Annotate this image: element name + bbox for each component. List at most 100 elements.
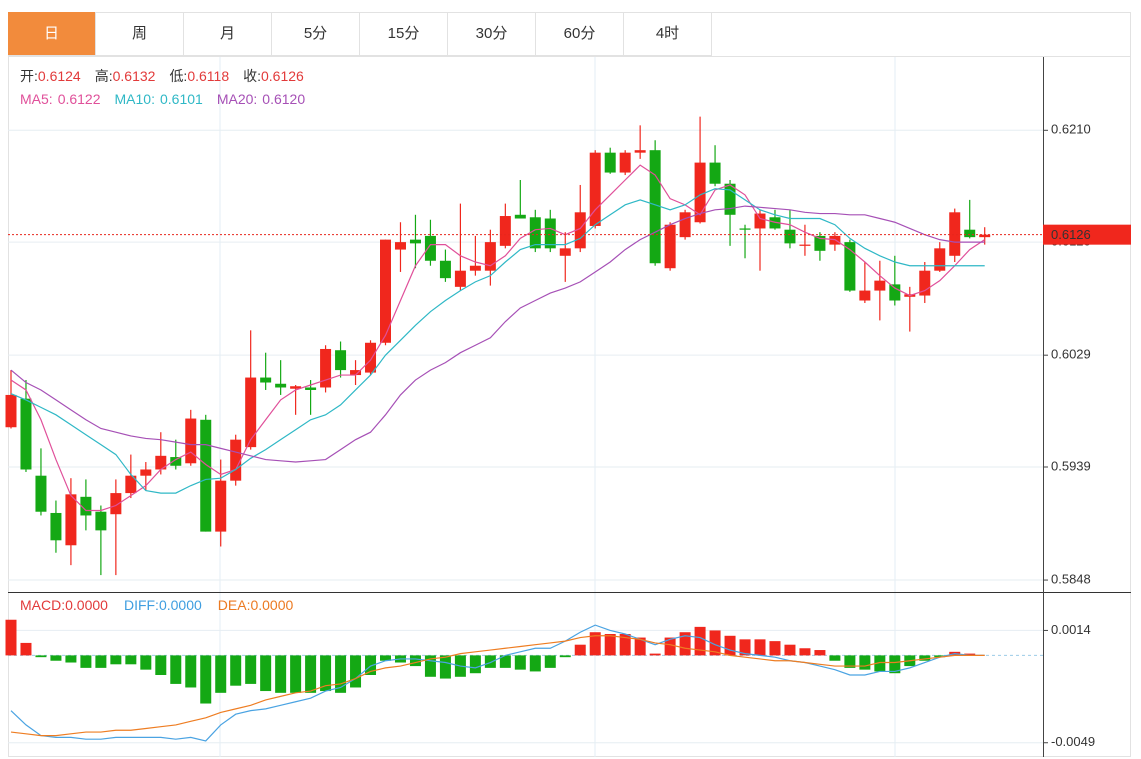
tab[interactable]: 4时 xyxy=(624,12,712,56)
line xyxy=(10,164,986,512)
candle-body xyxy=(889,284,901,301)
tab[interactable]: 日 xyxy=(8,12,96,56)
legend-value: 0.6118 xyxy=(187,68,229,84)
candle-body xyxy=(65,494,77,546)
last-price-tag xyxy=(1043,224,1131,245)
macd-bar xyxy=(260,655,272,692)
plot: 开:0.6124 高:0.6132 低:0.6118 收:0.6126 MA5: 0.61… xyxy=(5,68,1043,744)
candle-body xyxy=(260,377,272,383)
macd-bar xyxy=(559,655,571,658)
legend-value: 0.6101 xyxy=(160,91,203,107)
legend-label: 低: xyxy=(169,68,187,84)
legend-label: MA10: xyxy=(115,91,155,107)
candle-body xyxy=(439,260,451,279)
macd-bar xyxy=(574,644,586,656)
candle-body xyxy=(934,248,946,271)
macd-bar xyxy=(829,655,841,661)
macd-bar xyxy=(889,655,901,674)
macd-bar xyxy=(305,655,317,693)
legend-label: MA20: xyxy=(217,91,257,107)
macd-bar xyxy=(649,653,661,656)
macd-bar xyxy=(439,655,451,679)
macd-bar xyxy=(739,639,751,656)
candle-body xyxy=(664,224,676,269)
macd-bar xyxy=(874,655,886,672)
legend-label: 收: xyxy=(243,68,261,84)
legend-label: DEA: xyxy=(218,597,251,613)
candle-body xyxy=(5,394,17,428)
tab[interactable]: 月 xyxy=(184,12,272,56)
candle-body xyxy=(394,242,406,250)
tab[interactable]: 60分 xyxy=(536,12,624,56)
candle-body xyxy=(754,213,766,229)
candle-body xyxy=(769,217,781,229)
macd-bar xyxy=(754,639,766,656)
candle-body xyxy=(454,270,466,287)
tab[interactable]: 15分 xyxy=(360,12,448,56)
macd-bar xyxy=(814,650,826,656)
macd-bar xyxy=(709,630,721,656)
candle-body xyxy=(814,235,826,251)
macd-bar xyxy=(799,648,811,656)
tab-bar: 日周月 5分 15分 30分 60分 4时 xyxy=(8,12,712,56)
macd-bar xyxy=(844,655,856,668)
candle-body xyxy=(185,418,197,464)
candle-body xyxy=(709,162,721,184)
candle-body xyxy=(50,512,62,541)
frame xyxy=(8,12,1131,757)
macd-bar xyxy=(5,619,17,656)
tab[interactable]: 5分 xyxy=(272,12,360,56)
candle-body xyxy=(290,386,302,389)
macd-bar xyxy=(380,655,391,661)
macd-bar xyxy=(20,642,32,656)
candle-body xyxy=(350,370,362,376)
candle-body xyxy=(35,475,47,512)
macd-bar xyxy=(215,655,227,693)
tab[interactable]: 周 xyxy=(96,12,184,56)
candle-body xyxy=(200,419,212,532)
tab[interactable]: 30分 xyxy=(448,12,536,56)
macd-bar xyxy=(335,655,347,693)
candle-body xyxy=(155,455,167,470)
candle-body xyxy=(859,290,871,301)
macd-bar xyxy=(679,632,691,656)
macd-bar xyxy=(350,655,362,688)
legend: MA5: 0.6122 MA10: 0.6101 MA20: 0.6120 xyxy=(20,91,305,107)
candle-body xyxy=(964,229,976,238)
macd-bar xyxy=(544,655,556,668)
legend-label: 高: xyxy=(95,68,113,84)
macd-bar xyxy=(619,634,631,656)
candle-body xyxy=(694,162,706,223)
legend-label: MACD: xyxy=(20,597,65,613)
macd-bar xyxy=(110,655,122,665)
macd-bar xyxy=(125,655,137,665)
macd-bar xyxy=(529,655,541,672)
candle-body xyxy=(424,235,436,261)
y-tick-label: 0.5939 xyxy=(1051,458,1091,473)
legend-value: 0.6120 xyxy=(262,91,305,107)
macd-bar xyxy=(275,655,287,693)
macd-bar xyxy=(320,655,332,692)
line xyxy=(10,188,985,494)
macd-bar xyxy=(95,655,107,668)
candle-body xyxy=(544,218,556,249)
candle-body xyxy=(799,244,811,246)
y-tick-label: 0.6029 xyxy=(1051,347,1091,362)
candle-body xyxy=(215,480,227,532)
candle-body xyxy=(365,342,377,373)
candle-body xyxy=(125,475,137,494)
legend: MACD:0.0000 DIFF:0.0000 DEA:0.0000 xyxy=(20,597,294,613)
candle-body xyxy=(649,150,661,264)
candle-body xyxy=(604,152,616,173)
candle-body xyxy=(335,350,347,371)
candle-body xyxy=(634,150,646,153)
macd-bar xyxy=(185,655,197,688)
macd-bar xyxy=(365,655,377,675)
candle-body xyxy=(380,239,391,343)
candle-body xyxy=(724,183,736,215)
macd-bar xyxy=(65,655,77,663)
candle-body xyxy=(80,496,92,516)
legend: 开:0.6124 高:0.6132 低:0.6118 收:0.6126 xyxy=(20,68,304,84)
